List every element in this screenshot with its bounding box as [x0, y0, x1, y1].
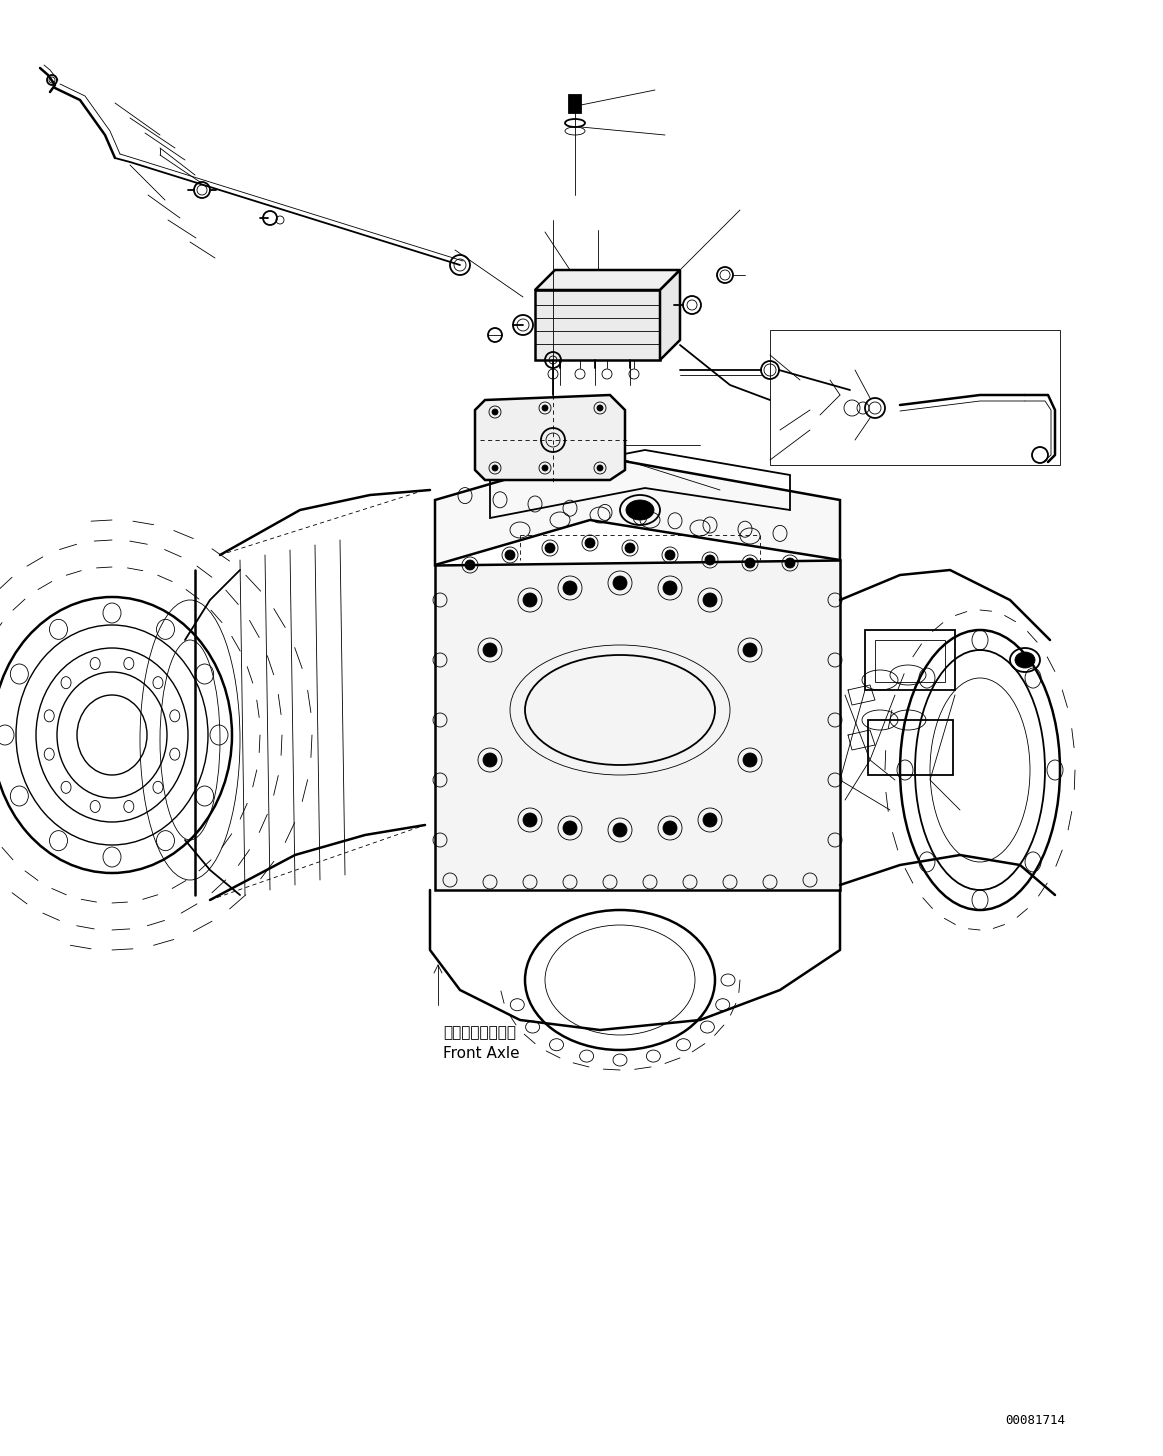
Ellipse shape [505, 550, 515, 561]
Ellipse shape [625, 543, 635, 553]
Ellipse shape [1015, 652, 1035, 668]
Circle shape [492, 464, 498, 470]
Bar [569, 95, 582, 114]
Bar [875, 641, 946, 681]
Bar [865, 630, 955, 690]
Ellipse shape [483, 753, 497, 767]
Circle shape [542, 405, 548, 411]
Ellipse shape [523, 593, 537, 607]
Text: フロントアクスル: フロントアクスル [443, 1025, 516, 1041]
Ellipse shape [585, 539, 595, 547]
Ellipse shape [613, 823, 627, 837]
Circle shape [597, 464, 602, 470]
Polygon shape [535, 269, 680, 290]
Ellipse shape [743, 753, 757, 767]
Ellipse shape [523, 812, 537, 827]
Circle shape [542, 464, 548, 470]
Ellipse shape [665, 550, 675, 561]
Circle shape [597, 405, 602, 411]
Text: Front Axle: Front Axle [443, 1045, 520, 1060]
Polygon shape [475, 395, 625, 480]
Ellipse shape [545, 543, 555, 553]
Ellipse shape [465, 561, 475, 569]
Ellipse shape [626, 499, 654, 520]
Ellipse shape [705, 555, 715, 565]
Text: 00081714: 00081714 [1005, 1414, 1065, 1427]
Polygon shape [435, 561, 840, 890]
Ellipse shape [663, 821, 677, 834]
Ellipse shape [785, 558, 795, 568]
Ellipse shape [563, 581, 577, 596]
Circle shape [492, 409, 498, 415]
Ellipse shape [702, 593, 718, 607]
Polygon shape [659, 269, 680, 360]
Ellipse shape [702, 812, 718, 827]
Ellipse shape [743, 644, 757, 657]
Ellipse shape [563, 821, 577, 834]
Ellipse shape [663, 581, 677, 596]
Ellipse shape [613, 577, 627, 590]
Bar [770, 331, 1059, 464]
Bar [868, 721, 952, 775]
Polygon shape [435, 454, 840, 565]
Ellipse shape [745, 558, 755, 568]
Polygon shape [535, 290, 659, 360]
Ellipse shape [483, 644, 497, 657]
